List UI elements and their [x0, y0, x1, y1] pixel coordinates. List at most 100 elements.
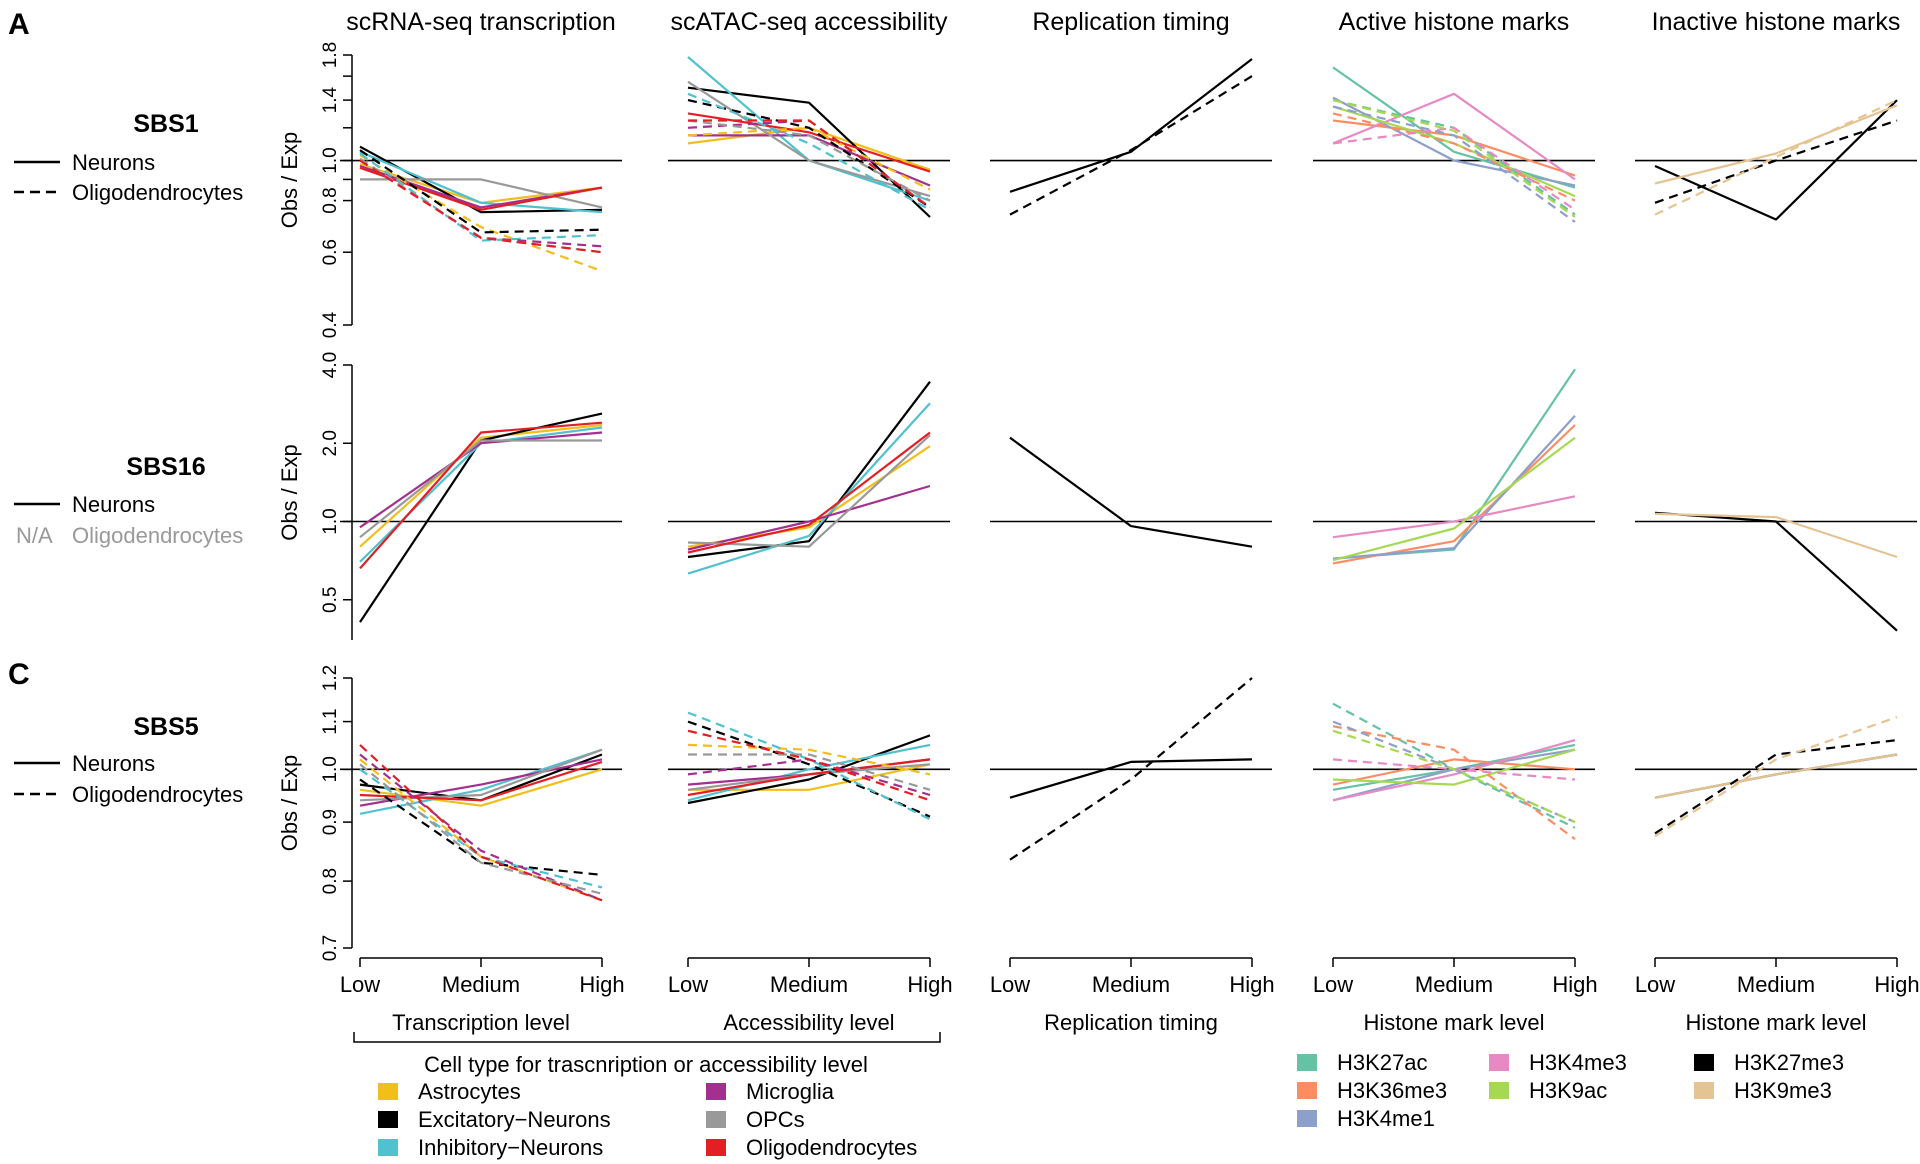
- y-tick-label: 0.8: [320, 187, 341, 213]
- legend-label: H3K27ac: [1337, 1050, 1428, 1075]
- series-line: [687, 402, 931, 575]
- column-title: Active histone marks: [1339, 8, 1570, 36]
- series-line: [687, 763, 931, 791]
- series-line: [1332, 725, 1576, 840]
- signature-label: SBS5: [133, 713, 198, 741]
- legend-label: Microglia: [746, 1079, 835, 1104]
- x-tick-label: High: [1229, 972, 1274, 997]
- series-line: [1654, 753, 1898, 799]
- x-tick-label: Low: [668, 972, 708, 997]
- series-line: [687, 720, 931, 818]
- legend-label: H3K4me3: [1529, 1050, 1627, 1075]
- series-line: [1654, 99, 1898, 221]
- series-line: [1332, 720, 1576, 824]
- series-line: [687, 711, 931, 821]
- series-line: [359, 426, 603, 563]
- x-tick-label: High: [579, 972, 624, 997]
- x-axis-title: Histone mark level: [1686, 1010, 1867, 1035]
- series-line: [359, 163, 603, 204]
- series-line: [359, 778, 603, 876]
- x-axis-title: Replication timing: [1044, 1010, 1218, 1035]
- legend-label: OPCs: [746, 1107, 805, 1132]
- y-axis-label: Obs / Exp: [277, 444, 302, 541]
- series-line: [687, 86, 931, 218]
- y-tick-label: 1.2: [320, 665, 341, 691]
- x-tick-label: High: [907, 972, 952, 997]
- legend-label: Inhibitory−Neurons: [418, 1135, 603, 1160]
- x-tick-label: Low: [1635, 972, 1675, 997]
- legend-solid-label: Neurons: [72, 150, 155, 175]
- series-line: [359, 431, 603, 529]
- x-axis-title: Transcription level: [392, 1010, 570, 1035]
- series-line: [687, 743, 931, 802]
- series-line: [1009, 758, 1253, 799]
- series-line: [359, 423, 603, 548]
- series-line: [1332, 99, 1576, 218]
- signature-label: SBS1: [133, 110, 198, 138]
- series-line: [687, 381, 931, 559]
- y-axis-label: Obs / Exp: [277, 132, 302, 229]
- legend-na-label: N/A: [16, 523, 53, 548]
- y-tick-label: 1.1: [320, 708, 341, 734]
- column-title: scRNA-seq transcription: [346, 8, 616, 36]
- series-line: [687, 758, 931, 797]
- series-line: [359, 149, 603, 234]
- series-line: [359, 164, 603, 209]
- legend-swatch: [378, 1139, 398, 1156]
- series-line: [1654, 99, 1898, 216]
- series-line: [1009, 75, 1253, 216]
- series-line: [687, 112, 931, 173]
- series-line: [1332, 105, 1576, 223]
- panel-label: A: [8, 8, 30, 41]
- series-line: [687, 99, 931, 209]
- legend-title: Cell type for trascnription or accessibi…: [424, 1052, 868, 1077]
- series-line: [1332, 758, 1576, 786]
- panel-label: C: [8, 658, 30, 691]
- y-axis-label: Obs / Exp: [277, 755, 302, 852]
- column-title: Replication timing: [1032, 8, 1229, 36]
- series-line: [687, 729, 931, 802]
- series-line: [687, 80, 931, 198]
- legend-swatch: [1694, 1082, 1714, 1099]
- series-line: [359, 763, 603, 895]
- y-tick-label: 1.8: [320, 42, 341, 68]
- legend-swatch: [378, 1111, 398, 1128]
- x-axis-title: Accessibility level: [723, 1010, 894, 1035]
- y-tick-label: 4.0: [320, 352, 341, 378]
- x-axis-title: Histone mark level: [1364, 1010, 1545, 1035]
- series-line: [1654, 119, 1898, 204]
- legend-swatch: [706, 1111, 726, 1128]
- series-line: [359, 412, 603, 623]
- x-tick-label: Medium: [1415, 972, 1493, 997]
- x-tick-label: High: [1552, 972, 1597, 997]
- series-line: [1332, 495, 1576, 539]
- series-line: [687, 484, 931, 551]
- series-line: [1654, 104, 1898, 185]
- x-tick-label: Medium: [770, 972, 848, 997]
- signature-label: SBS16: [126, 453, 205, 481]
- column-title: scATAC-seq accessibility: [671, 8, 948, 36]
- legend-label: Excitatory−Neurons: [418, 1107, 611, 1132]
- series-line: [359, 768, 603, 807]
- series-line: [1654, 739, 1898, 835]
- series-line: [359, 768, 603, 889]
- series-line: [1009, 58, 1253, 193]
- series-line: [1654, 716, 1898, 838]
- legend-swatch: [1297, 1054, 1317, 1071]
- legend-dashed-label: Oligodendrocytes: [72, 523, 243, 548]
- legend-label: H3K4me1: [1337, 1106, 1435, 1131]
- legend-swatch: [1297, 1110, 1317, 1127]
- legend-label: Oligodendrocytes: [746, 1135, 917, 1160]
- legend-swatch: [706, 1083, 726, 1100]
- legend-solid-label: Neurons: [72, 751, 155, 776]
- legend-label: H3K36me3: [1337, 1078, 1447, 1103]
- series-line: [1332, 92, 1576, 181]
- y-tick-label: 1.0: [320, 508, 341, 534]
- x-tick-label: Medium: [1092, 972, 1170, 997]
- y-tick-label: 2.0: [320, 430, 341, 456]
- series-line: [359, 159, 603, 254]
- series-line: [1332, 66, 1576, 189]
- legend-label: H3K9me3: [1734, 1078, 1832, 1103]
- series-line: [359, 439, 602, 539]
